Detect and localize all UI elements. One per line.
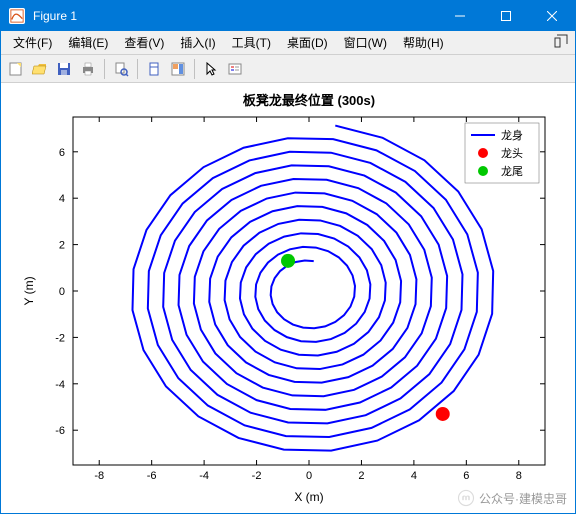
window-controls [437, 1, 575, 31]
legend-label: 龙头 [501, 147, 523, 160]
pointer-icon[interactable] [200, 58, 222, 80]
menu-help[interactable]: 帮助(H) [395, 32, 452, 53]
menubar: 文件(F) 编辑(E) 查看(V) 插入(I) 工具(T) 桌面(D) 窗口(W… [1, 31, 575, 55]
xlabel: X (m) [294, 490, 323, 504]
svg-text:0: 0 [59, 286, 65, 298]
ylabel: Y (m) [22, 276, 36, 305]
print-preview-icon[interactable] [110, 58, 132, 80]
axes[interactable]: -8 -6 -4 -2 0 2 4 6 8 -6 -4 -2 0 2 4 6 X (m) Y (m) 板凳龙最终位置… [1, 83, 575, 513]
toolbar [1, 55, 575, 83]
link-plot-icon[interactable] [143, 58, 165, 80]
plot-area[interactable]: -8 -6 -4 -2 0 2 4 6 8 -6 -4 -2 0 2 4 6 X (m) Y (m) 板凳龙最终位置… [1, 83, 575, 513]
close-button[interactable] [529, 1, 575, 31]
plot-title: 板凳龙最终位置 (300s) [243, 93, 375, 108]
menu-tools[interactable]: 工具(T) [224, 32, 279, 53]
svg-text:-2: -2 [55, 332, 65, 344]
head-marker [436, 407, 450, 421]
svg-text:-2: -2 [252, 470, 262, 482]
open-icon[interactable] [29, 58, 51, 80]
svg-text:4: 4 [59, 193, 65, 205]
svg-text:-4: -4 [55, 379, 65, 391]
tail-marker [281, 254, 295, 268]
svg-text:-8: -8 [94, 470, 104, 482]
new-figure-icon[interactable] [5, 58, 27, 80]
menu-file[interactable]: 文件(F) [5, 32, 60, 53]
maximize-button[interactable] [483, 1, 529, 31]
legend-label: 龙尾 [501, 165, 523, 178]
titlebar[interactable]: Figure 1 [1, 1, 575, 31]
insert-legend-icon[interactable] [224, 58, 246, 80]
svg-text:-4: -4 [199, 470, 209, 482]
minimize-button[interactable] [437, 1, 483, 31]
svg-text:6: 6 [59, 147, 65, 159]
svg-text:2: 2 [358, 470, 364, 482]
menu-view[interactable]: 查看(V) [116, 32, 172, 53]
svg-text:-6: -6 [147, 470, 157, 482]
insert-colorbar-icon[interactable] [167, 58, 189, 80]
app-icon [9, 8, 25, 24]
svg-text:-6: -6 [55, 425, 65, 437]
menu-insert[interactable]: 插入(I) [172, 32, 223, 53]
svg-text:6: 6 [463, 470, 469, 482]
menu-desktop[interactable]: 桌面(D) [279, 32, 336, 53]
svg-text:4: 4 [411, 470, 417, 482]
save-icon[interactable] [53, 58, 75, 80]
window-title: Figure 1 [33, 9, 437, 23]
print-icon[interactable] [77, 58, 99, 80]
svg-text:0: 0 [306, 470, 312, 482]
legend-label: 龙身 [501, 128, 523, 142]
menu-edit[interactable]: 编辑(E) [60, 32, 116, 53]
svg-text:8: 8 [516, 470, 522, 482]
menu-window[interactable]: 窗口(W) [336, 32, 395, 53]
svg-text:2: 2 [59, 240, 65, 252]
figure-window: Figure 1 文件(F) 编辑(E) 查看(V) 插入(I) 工具(T) 桌… [0, 0, 576, 514]
context-help-icon[interactable] [551, 34, 571, 51]
